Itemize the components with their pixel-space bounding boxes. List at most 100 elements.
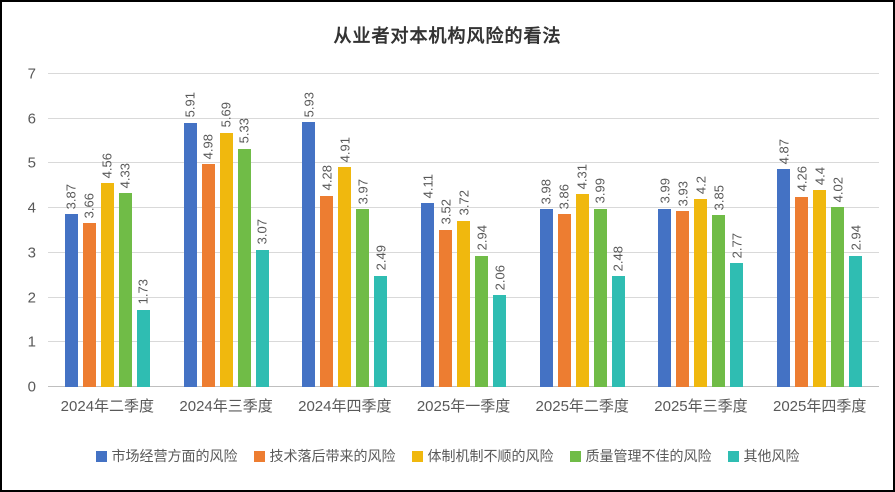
bar-value-label: 3.98 [538, 178, 554, 205]
bar [575, 194, 589, 387]
bar-value-label: 3.72 [456, 190, 472, 216]
bar-slot: 4.26 [794, 74, 810, 387]
bar-slot: 4.98 [200, 74, 216, 387]
bar [813, 190, 827, 387]
y-axis-label: 4 [27, 199, 36, 217]
bar-group: 5.91 4.98 5.69 5.33 3.07 [167, 74, 286, 387]
bar-slot: 3.66 [82, 74, 97, 387]
x-axis-label: 2025年三季度 [654, 398, 748, 415]
y-axis-label: 1 [27, 333, 36, 351]
bar-slot: 4.91 [337, 74, 352, 387]
bar-value-label: 2.77 [729, 232, 745, 259]
bar-slot: 5.33 [236, 74, 252, 387]
bar [658, 208, 672, 387]
bar [712, 214, 726, 387]
bar-slot: 4.56 [99, 74, 115, 387]
gridline [48, 207, 879, 209]
bar [118, 193, 132, 387]
bar-value-label: 4.26 [794, 166, 810, 192]
bar-group: 4.87 4.26 4.4 4.02 2.94 [760, 74, 879, 387]
bar [237, 148, 251, 387]
x-axis-label: 2025年二季度 [535, 398, 629, 415]
bar [64, 213, 78, 387]
bar-slot: 4.28 [319, 74, 335, 387]
bar-slot: 2.49 [373, 74, 389, 387]
x-axis-label: 2024年二季度 [60, 398, 155, 415]
bar-value-label: 3.07 [254, 219, 270, 245]
bar-value-label: 2.49 [373, 245, 389, 271]
bar-slot: 3.97 [355, 74, 371, 387]
y-axis-label: 7 [27, 65, 36, 83]
bar [183, 122, 197, 387]
bar [219, 132, 233, 387]
bar-value-label: 4.98 [200, 134, 216, 160]
y-axis-label: 2 [27, 289, 36, 307]
bar [611, 276, 625, 387]
bar-group: 5.93 4.28 4.91 3.97 2.49 [285, 74, 404, 387]
legend-swatch [411, 450, 423, 462]
bar [255, 249, 269, 387]
bar-value-label: 2.94 [848, 225, 864, 251]
bar [136, 309, 150, 387]
y-axis-label: 3 [27, 244, 36, 262]
bar-value-label: 4.28 [319, 165, 335, 191]
bar [82, 223, 96, 387]
legend-swatch [727, 450, 739, 462]
bar-slot: 3.87 [63, 74, 79, 387]
bar-slot: 5.69 [219, 74, 234, 387]
legend-item: 市场经营方面的风险 [95, 446, 238, 466]
bar [593, 208, 607, 387]
bar-value-label: 3.87 [63, 183, 79, 209]
bar [493, 294, 507, 387]
bar-slot: 1.73 [135, 74, 151, 387]
bar [338, 167, 352, 387]
bar-group: 3.87 3.66 4.56 4.33 1.73 [48, 74, 167, 387]
bar [676, 211, 690, 387]
bar-value-label: 4.31 [574, 163, 590, 190]
bar [374, 275, 388, 387]
bar-slot: 4.2 [693, 74, 708, 387]
bar-value-label: 5.33 [236, 118, 252, 144]
y-axis-label: 5 [27, 154, 36, 172]
bar-value-label: 4.87 [776, 138, 792, 165]
bar-slot: 4.02 [830, 74, 845, 387]
bar-groups: 3.87 3.66 4.56 4.33 1.73 5.91 4.98 5.69 5.33 3.07… [48, 74, 879, 387]
bar-slot: 4.33 [117, 74, 133, 387]
bar-slot: 3.86 [557, 74, 572, 387]
bar-slot: 3.93 [675, 74, 691, 387]
bar-slot: 3.72 [456, 74, 472, 387]
bar [320, 195, 334, 387]
bar-value-label: 3.93 [675, 180, 691, 207]
bar-slot: 3.98 [538, 74, 554, 387]
bar-slot: 4.87 [776, 74, 792, 387]
legend-item: 其他风险 [727, 446, 800, 466]
bar [201, 164, 215, 387]
bar-slot: 2.06 [492, 74, 507, 387]
bar-value-label: 4.33 [117, 163, 133, 189]
bar-slot: 3.07 [254, 74, 270, 387]
bar-slot: 3.99 [593, 74, 608, 387]
bar-slot: 2.48 [611, 74, 626, 387]
bar-slot: 2.77 [729, 74, 745, 387]
legend-swatch [253, 450, 265, 462]
bar-group: 4.11 3.52 3.72 2.94 2.06 [404, 74, 523, 387]
bar-value-label: 1.73 [135, 279, 151, 305]
gridline [48, 117, 879, 119]
bar-value-label: 3.85 [711, 184, 727, 210]
gridline [48, 162, 879, 164]
bar-value-label: 4.4 [812, 167, 828, 186]
bar-value-label: 4.56 [99, 152, 115, 179]
x-axis-label: 2024年四季度 [298, 398, 392, 415]
bar [694, 199, 708, 387]
gridline [48, 73, 879, 74]
bar-slot: 3.85 [711, 74, 727, 387]
bar [356, 209, 370, 387]
bar-value-label: 3.52 [438, 199, 454, 225]
bar [849, 255, 863, 387]
legend-label: 体制机制不顺的风险 [427, 448, 554, 464]
legend-label: 质量管理不佳的风险 [585, 448, 712, 464]
bar [457, 220, 471, 387]
bar [475, 255, 489, 387]
bar-value-label: 3.97 [355, 179, 371, 205]
y-axis: 0 1 2 3 4 5 6 7 [8, 67, 40, 395]
